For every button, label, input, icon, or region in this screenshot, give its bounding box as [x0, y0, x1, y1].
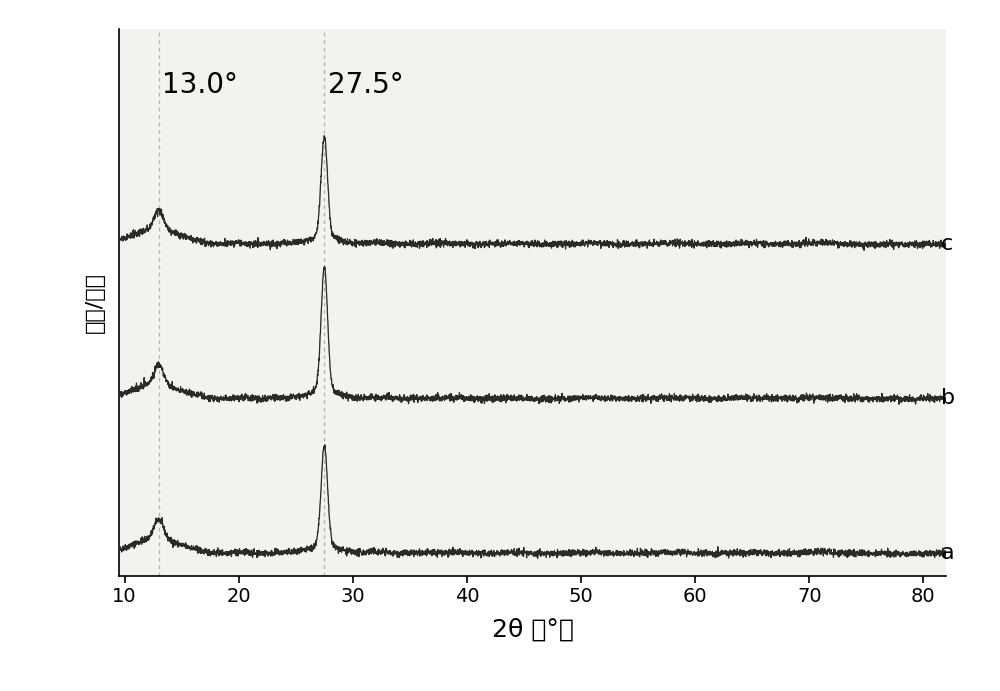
Text: b: b [941, 388, 955, 408]
Text: c: c [941, 234, 953, 254]
Text: 13.0°: 13.0° [162, 70, 238, 99]
X-axis label: 2θ （°）: 2θ （°） [492, 618, 573, 641]
Text: a: a [941, 543, 954, 563]
Text: 27.5°: 27.5° [328, 70, 403, 99]
Y-axis label: 强度/计数: 强度/计数 [85, 272, 105, 332]
